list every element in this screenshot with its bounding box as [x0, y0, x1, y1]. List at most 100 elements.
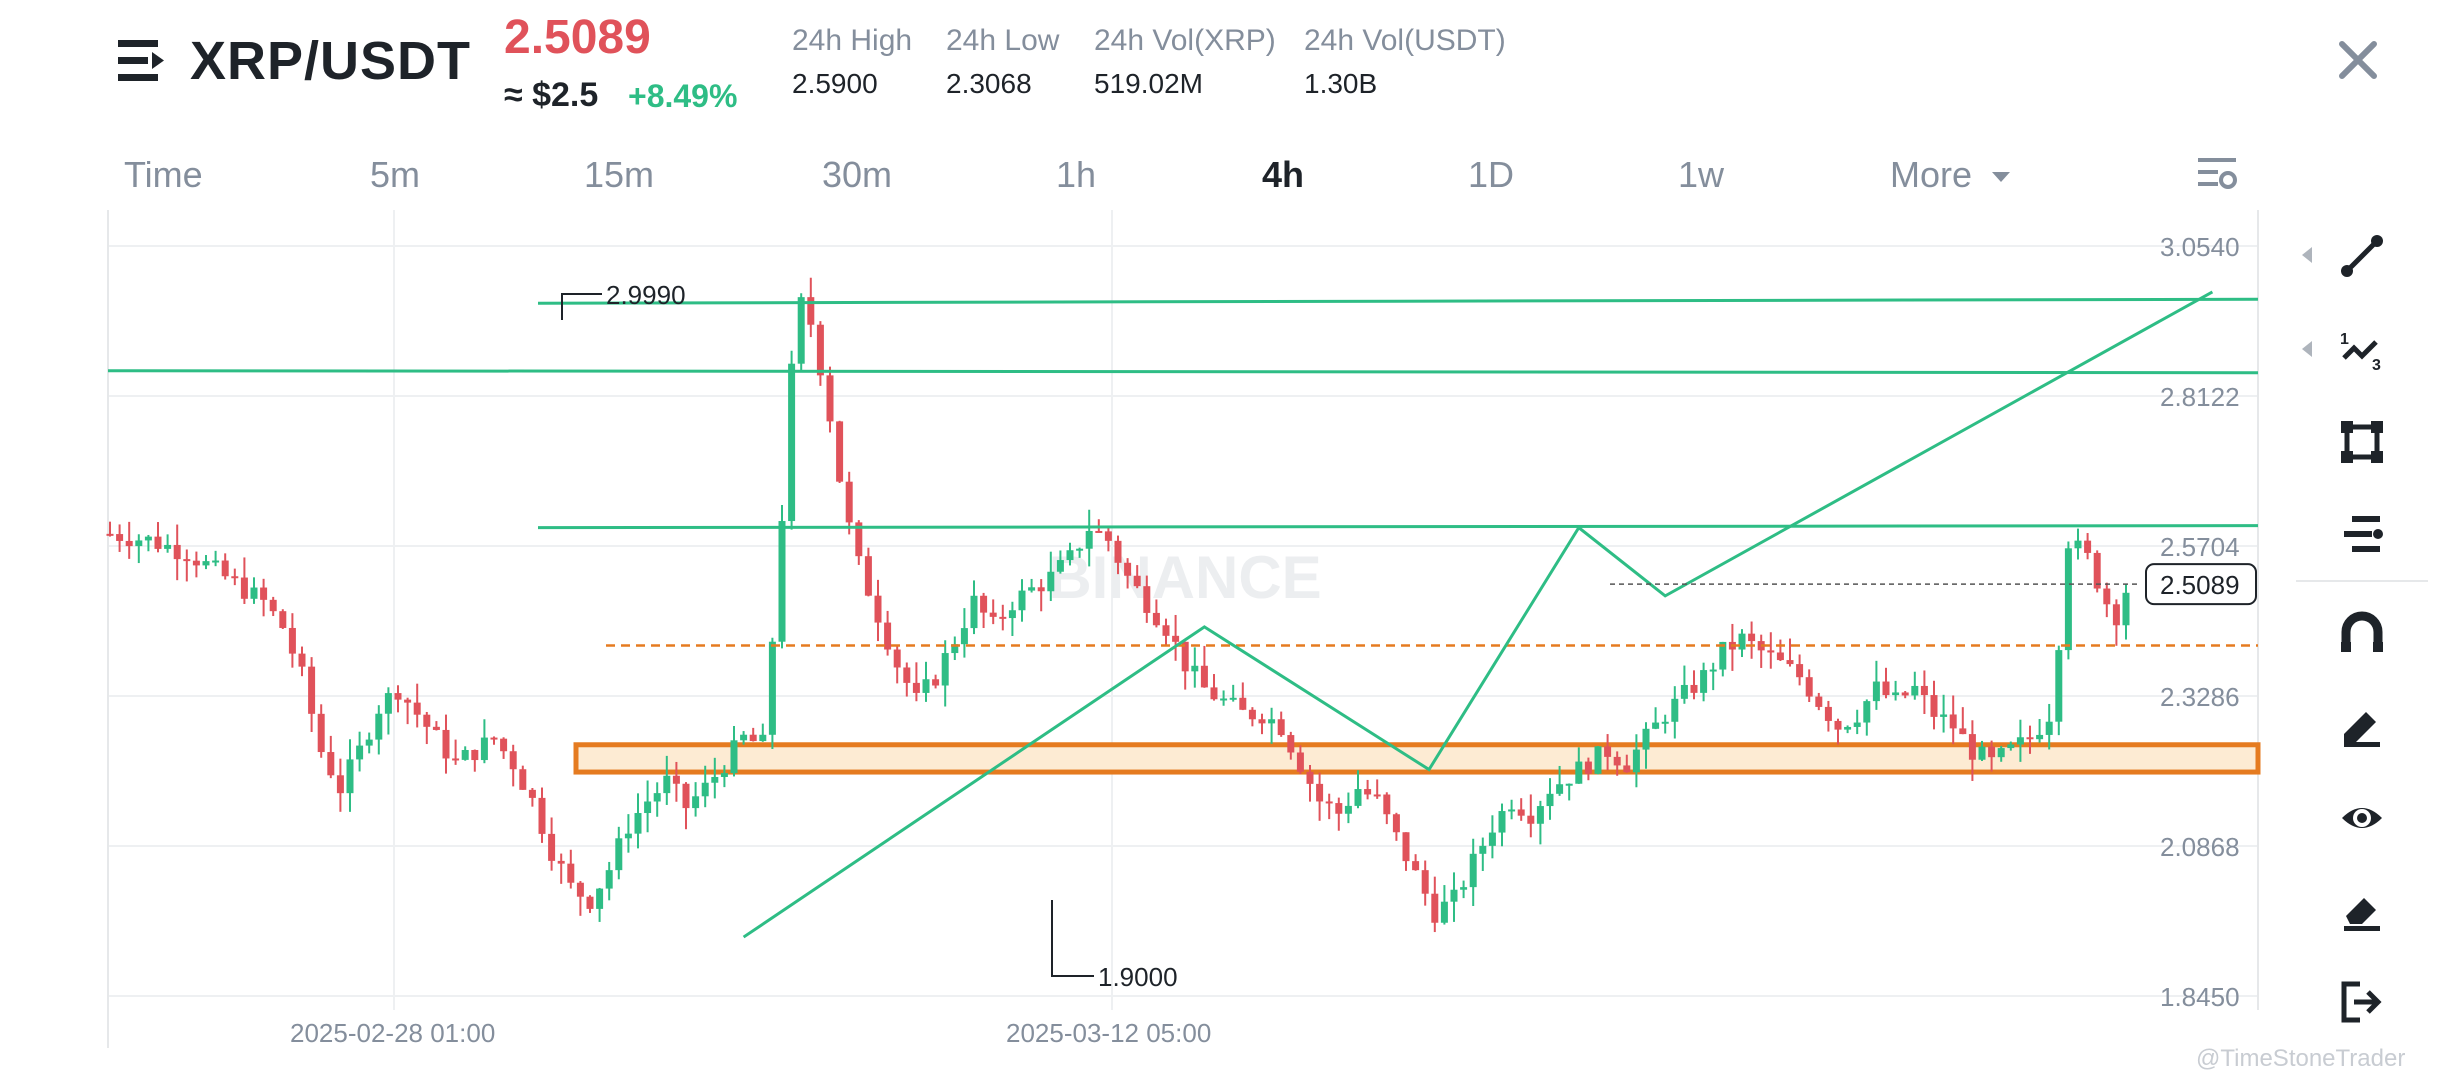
candle-body: [2093, 552, 2101, 589]
candle-body: [423, 714, 431, 727]
resistance-line-mid[interactable]: [107, 369, 2259, 375]
stat-24h-vol-usdt-value: 1.30B: [1304, 68, 1378, 99]
candle-body: [2122, 592, 2130, 626]
candle-body: [221, 560, 229, 577]
text-annotation-tool-icon[interactable]: [2340, 512, 2384, 556]
candle-body: [951, 644, 959, 654]
candle-body: [471, 749, 479, 761]
candle-body: [202, 561, 210, 566]
chart-settings-icon[interactable]: [2196, 154, 2240, 194]
candle-body: [634, 813, 642, 834]
candle-body: [452, 758, 460, 761]
candle-body: [1978, 746, 1986, 760]
tab-30m[interactable]: 30m: [822, 154, 893, 195]
candle-body: [2016, 737, 2024, 745]
tool-expand-arrow-icon[interactable]: [2300, 340, 2314, 358]
stat-24h-low-value: 2.3068: [946, 68, 1032, 99]
candle-body: [596, 888, 604, 909]
tab-1d[interactable]: 1D: [1468, 154, 1515, 195]
candle-body: [778, 521, 786, 642]
tab-1w[interactable]: 1w: [1678, 154, 1725, 195]
candle-body: [1527, 815, 1535, 824]
support-zone[interactable]: [573, 742, 2261, 775]
rectangle-tool-icon[interactable]: [2340, 420, 2384, 464]
candle-body: [1479, 845, 1487, 854]
x-tick-label: 2025-03-12 05:00: [1006, 1018, 1211, 1048]
candle-body: [1853, 722, 1861, 727]
candle-body: [2074, 540, 2082, 549]
tab-4h[interactable]: 4h: [1262, 154, 1305, 195]
pen-tool-icon[interactable]: [2340, 704, 2384, 748]
resistance-line-low[interactable]: [537, 524, 2259, 530]
exit-tool-icon[interactable]: [2340, 980, 2384, 1024]
tool-expand-arrow-icon[interactable]: [2300, 246, 2314, 264]
candle-body: [1354, 789, 1362, 806]
candle-body: [432, 726, 440, 730]
tab-15m[interactable]: 15m: [584, 154, 655, 195]
candle-body: [1892, 692, 1900, 696]
candle-body: [1834, 720, 1842, 730]
candle-body: [1114, 540, 1122, 563]
candle-body: [1844, 726, 1852, 730]
eye-visibility-icon[interactable]: [2340, 796, 2384, 840]
candle-body: [970, 595, 978, 629]
fib-tool-icon[interactable]: 1 3: [2340, 328, 2384, 372]
candle-body: [1076, 548, 1084, 551]
candle-body: [231, 576, 239, 579]
candle-body: [1565, 783, 1573, 786]
y-tick-label: 3.0540: [2160, 232, 2240, 262]
candle-body: [1066, 550, 1074, 561]
tab-5m[interactable]: 5m: [370, 154, 421, 195]
magnet-tool-icon[interactable]: [2340, 610, 2384, 654]
candle-body: [1623, 765, 1631, 773]
close-icon[interactable]: [2328, 30, 2388, 90]
high-marker-line: [561, 293, 602, 320]
candle-body: [2064, 548, 2072, 651]
candle-body: [893, 649, 901, 668]
candle-body: [1383, 794, 1391, 815]
candle-body: [1968, 734, 1976, 760]
candle-body: [2036, 734, 2044, 740]
tab-more[interactable]: More: [1890, 154, 2012, 196]
tab-time[interactable]: Time: [124, 154, 203, 195]
candle-body: [1786, 660, 1794, 665]
support-zone-rect[interactable]: [573, 742, 2261, 775]
candle-body: [759, 734, 767, 742]
y-tick-label: 2.8122: [2160, 382, 2240, 412]
candle-body: [1287, 735, 1295, 753]
candle-body: [1104, 531, 1112, 541]
candle-body: [1642, 728, 1650, 750]
candle-body: [1738, 633, 1746, 650]
chart-drawings[interactable]: [107, 290, 2259, 939]
resistance-line-top[interactable]: [537, 297, 2259, 305]
pair-title[interactable]: XRP/USDT: [190, 31, 472, 91]
candle-body: [1248, 709, 1256, 720]
candle-body: [1556, 784, 1564, 794]
tab-1h[interactable]: 1h: [1056, 154, 1097, 195]
candle-body: [586, 896, 594, 909]
candle-body: [874, 595, 882, 623]
candle-body: [1210, 687, 1218, 700]
price-change-percent: +8.49%: [628, 78, 738, 114]
candle-body: [2084, 540, 2092, 553]
candle-body: [1085, 530, 1093, 549]
candle-body: [701, 782, 709, 797]
candle-body: [1402, 832, 1410, 862]
candle-body: [548, 833, 556, 861]
eraser-tool-icon[interactable]: [2340, 888, 2384, 932]
menu-icon[interactable]: [118, 38, 168, 84]
trend-line-tool-icon[interactable]: [2340, 234, 2384, 278]
candle-body: [1460, 887, 1468, 890]
candle-body: [336, 775, 344, 794]
author-credit: @TimeStoneTrader: [2196, 1045, 2406, 1072]
candle-body: [711, 776, 719, 783]
candle-body: [1037, 587, 1045, 592]
candle-body: [653, 793, 661, 802]
candle-body: [1824, 706, 1832, 721]
candle-body: [183, 559, 191, 562]
candle-body: [999, 616, 1007, 619]
candle-body: [1306, 771, 1314, 784]
approx-usd-price: ≈ $2.5: [504, 76, 599, 114]
projection-path[interactable]: [742, 290, 2214, 939]
price-chart[interactable]: BINANCE 3.0540 2.8122 2.5704 2.3286 2.0868 1.…: [0, 200, 2270, 1060]
